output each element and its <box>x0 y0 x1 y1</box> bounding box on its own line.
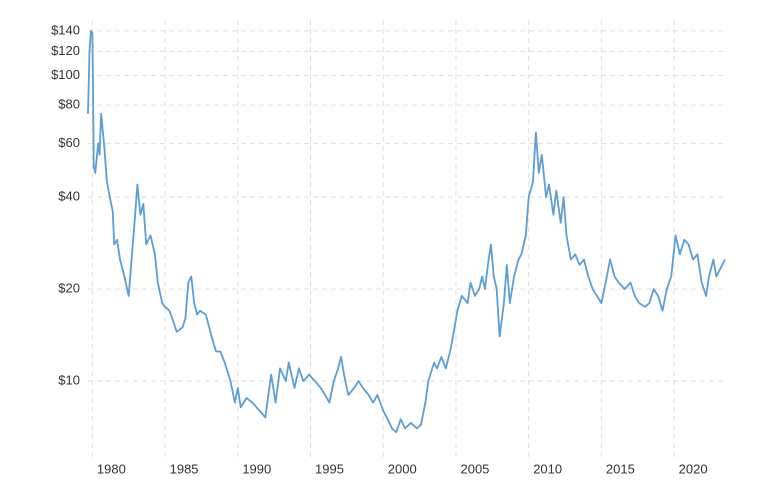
y-tick-label: $10 <box>58 373 80 388</box>
x-tick-label: 2015 <box>606 461 635 476</box>
x-tick-label: 2020 <box>679 461 708 476</box>
y-tick-label: $80 <box>58 97 80 112</box>
x-tick-label: 1995 <box>315 461 344 476</box>
x-tick-label: 1985 <box>170 461 199 476</box>
y-tick-label: $140 <box>51 22 80 37</box>
price-line <box>87 30 726 434</box>
y-tick-label: $120 <box>51 43 80 58</box>
x-tick-label: 1980 <box>97 461 126 476</box>
y-tick-label: $20 <box>58 281 80 296</box>
y-tick-label: $100 <box>51 67 80 82</box>
y-tick-label: $60 <box>58 135 80 150</box>
y-tick-label: $40 <box>58 189 80 204</box>
x-tick-label: 2010 <box>533 461 562 476</box>
x-tick-label: 2005 <box>460 461 489 476</box>
x-tick-label: 2000 <box>388 461 417 476</box>
x-tick-label: 1990 <box>242 461 271 476</box>
